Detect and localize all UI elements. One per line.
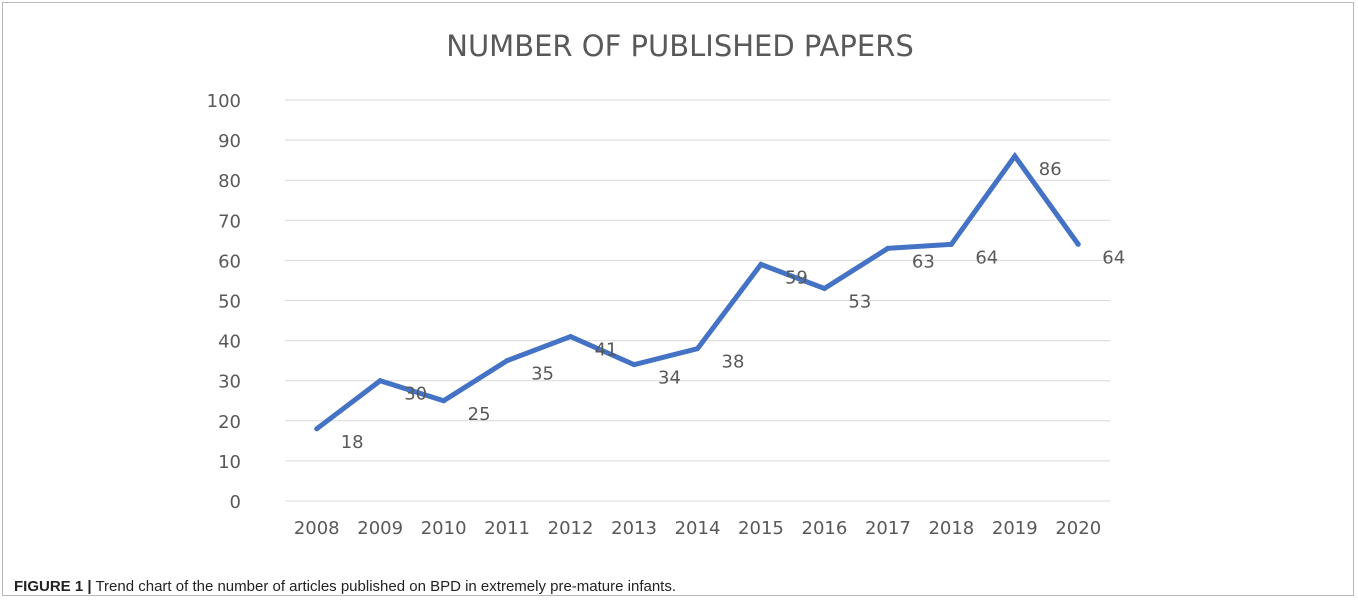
x-tick-label: 2009 — [357, 518, 403, 539]
data-label: 41 — [595, 340, 618, 361]
data-label: 59 — [785, 267, 808, 288]
y-tick-label: 40 — [218, 332, 241, 353]
data-label: 35 — [531, 364, 554, 385]
series-layer — [314, 151, 1081, 432]
y-tick-label: 0 — [230, 492, 241, 513]
y-tick-label: 20 — [218, 412, 241, 433]
figure-label: FIGURE 1 | — [14, 578, 92, 595]
x-axis-ticks: 2008 2009 2010 2011 2012 2013 2014 2015 2016 2017… — [294, 518, 1101, 539]
gridlines — [285, 99, 1110, 502]
data-point — [885, 245, 891, 251]
data-point — [758, 261, 764, 267]
y-tick-label: 30 — [218, 372, 241, 393]
data-point — [568, 334, 574, 340]
y-tick-label: 90 — [218, 131, 241, 152]
x-tick-label: 2014 — [675, 518, 721, 539]
data-label: 25 — [468, 404, 491, 425]
x-tick-label: 2017 — [865, 518, 911, 539]
caption-text: Trend chart of the number of articles pu… — [95, 578, 677, 595]
y-tick-label: 100 — [207, 91, 241, 112]
data-point — [948, 241, 954, 247]
data-label: 64 — [975, 247, 998, 268]
data-point — [631, 362, 637, 368]
data-point — [441, 398, 447, 404]
data-point — [1012, 153, 1018, 159]
x-tick-label: 2016 — [802, 518, 848, 539]
y-tick-label: 60 — [218, 251, 241, 272]
y-tick-label: 10 — [218, 452, 241, 473]
data-label: 34 — [658, 368, 681, 389]
data-label: 53 — [848, 291, 871, 312]
data-point — [1075, 241, 1081, 247]
x-tick-label: 2010 — [421, 518, 467, 539]
data-labels: 18 30 25 35 41 34 38 59 53 63 64 86 64 — [341, 159, 1125, 453]
y-tick-label: 50 — [218, 292, 241, 313]
figure-caption: FIGURE 1 | Trend chart of the number of … — [14, 578, 676, 595]
x-tick-label: 2011 — [484, 518, 530, 539]
chart-title: NUMBER OF PUBLISHED PAPERS — [446, 29, 914, 63]
data-point — [821, 285, 827, 291]
y-tick-label: 80 — [218, 171, 241, 192]
data-label: 18 — [341, 432, 364, 453]
y-tick-label: 70 — [218, 211, 241, 232]
data-point — [695, 346, 700, 352]
y-axis-ticks: 0 10 20 30 40 50 60 70 80 90 100 — [207, 91, 241, 513]
series-line — [315, 151, 1081, 431]
data-point — [504, 358, 510, 364]
data-label: 38 — [722, 352, 745, 373]
x-tick-label: 2015 — [738, 518, 784, 539]
x-tick-label: 2018 — [928, 518, 974, 539]
data-label: 64 — [1102, 247, 1125, 268]
x-tick-label: 2008 — [294, 518, 340, 539]
data-point — [377, 378, 383, 384]
x-tick-label: 2012 — [548, 518, 594, 539]
data-label: 86 — [1039, 159, 1062, 180]
x-tick-label: 2019 — [992, 518, 1038, 539]
x-tick-label: 2013 — [611, 518, 657, 539]
x-tick-label: 2020 — [1055, 518, 1101, 539]
data-label: 30 — [404, 384, 427, 405]
data-point — [314, 426, 320, 432]
data-label: 63 — [912, 251, 935, 272]
